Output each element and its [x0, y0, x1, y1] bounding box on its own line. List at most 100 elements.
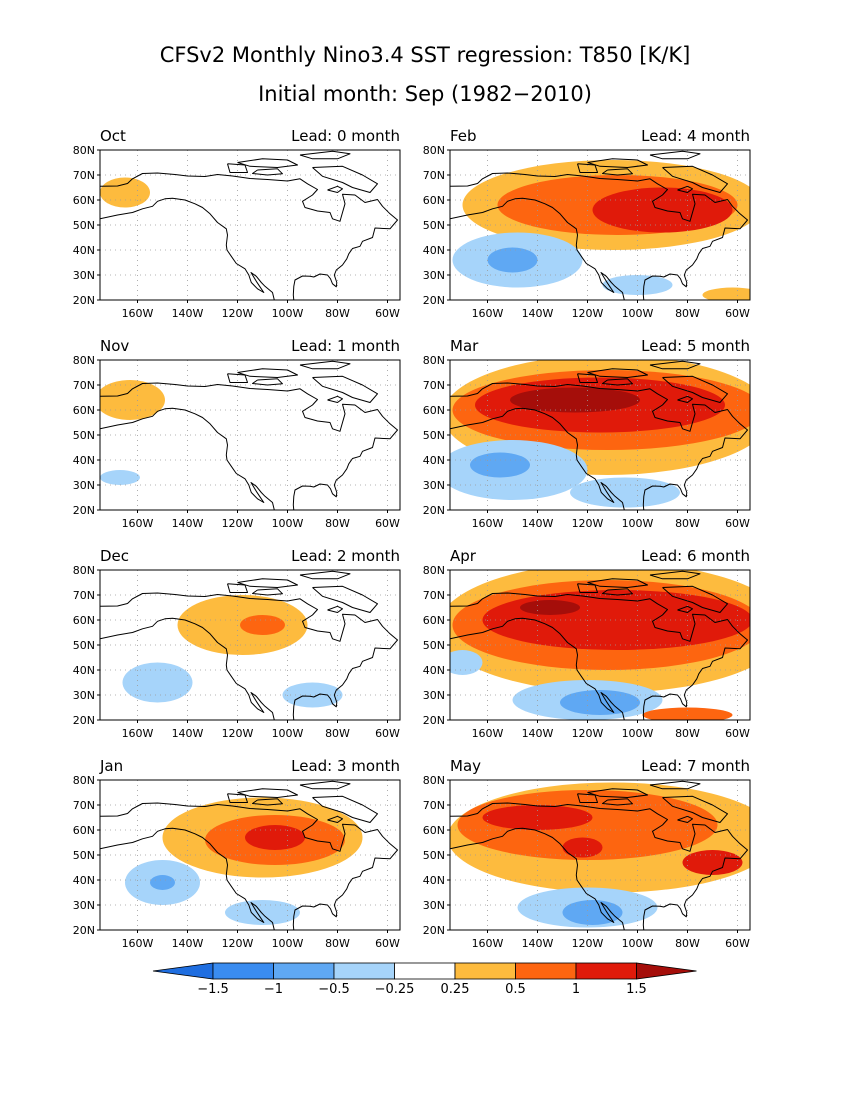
shaded-region — [482, 805, 593, 830]
coastline — [100, 172, 398, 300]
lat-tick-label: 70N — [423, 379, 445, 392]
map-panel-may: May Lead: 7 month 80N 70N 60N 50N 40N 30N 20N 160… — [423, 757, 751, 950]
lat-tick-label: 50N — [73, 849, 95, 862]
coastline — [237, 788, 298, 798]
coastline — [577, 583, 598, 593]
colorbar-swatch — [575, 962, 637, 980]
coastline — [649, 150, 701, 160]
shaded-region — [642, 707, 733, 720]
colorbar-extend-low — [152, 962, 214, 980]
lon-tick-label: 120W — [222, 517, 254, 530]
lat-tick-label: 30N — [423, 269, 445, 282]
coastline — [299, 150, 351, 160]
coastline — [577, 163, 598, 173]
lat-tick-label: 50N — [73, 219, 95, 232]
map-panel-dec: Dec Lead: 2 month 80N 70N 60N 50N 40N 30N 20N 160… — [73, 547, 401, 740]
panel-month-label: Oct — [100, 127, 126, 145]
lon-tick-label: 100W — [622, 727, 654, 740]
lon-tick-label: 80W — [675, 517, 700, 530]
coastline — [252, 588, 283, 596]
panel-month-label: Jan — [99, 757, 123, 775]
lat-tick-label: 20N — [423, 714, 445, 727]
coastline — [100, 827, 275, 930]
coastline — [252, 168, 283, 176]
coastline — [450, 407, 625, 510]
lon-tick-label: 100W — [272, 517, 304, 530]
shaded-region — [240, 615, 285, 635]
coastline — [450, 592, 748, 720]
shaded-region — [245, 825, 305, 850]
coastline — [227, 793, 248, 803]
lat-tick-label: 30N — [423, 479, 445, 492]
lat-tick-label: 30N — [423, 689, 445, 702]
coastline — [662, 165, 728, 193]
lon-tick-label: 80W — [325, 937, 350, 950]
colorbar-label: −0.25 — [375, 982, 415, 997]
lat-tick-label: 20N — [423, 924, 445, 937]
map-panel-nov: Nov Lead: 1 month 80N 70N 60N 50N 40N 30N 20N 160… — [73, 337, 401, 530]
panel-month-label: Dec — [100, 547, 129, 565]
lat-tick-label: 80N — [73, 564, 95, 577]
map-panel-oct: Oct Lead: 0 month 80N 70N 60N 50N 40N 30N 20N 160… — [73, 127, 401, 320]
lon-tick-label: 100W — [272, 937, 304, 950]
lat-tick-label: 60N — [73, 824, 95, 837]
coastline — [602, 378, 633, 386]
colorbar-swatch — [273, 962, 335, 980]
coastline — [100, 407, 275, 510]
coastline — [450, 802, 748, 930]
coastline — [602, 168, 633, 176]
coastline — [227, 373, 248, 383]
lon-tick-label: 80W — [325, 727, 350, 740]
coastline — [450, 382, 748, 510]
shaded-region — [562, 837, 603, 858]
coastline — [100, 592, 398, 720]
lon-tick-label: 160W — [122, 307, 154, 320]
lat-tick-label: 50N — [423, 639, 445, 652]
map-panel-feb: Feb Lead: 4 month 80N 70N 60N 50N 40N 30N 20N 160… — [423, 127, 751, 320]
lat-tick-label: 70N — [73, 799, 95, 812]
coastline — [677, 395, 693, 403]
lat-tick-label: 60N — [423, 194, 445, 207]
map-panels: Oct Lead: 0 month 80N 70N 60N 50N 40N 30N 20N 160… — [73, 127, 751, 950]
panel-lead-label: Lead: 3 month — [291, 757, 400, 775]
coastline — [587, 158, 648, 168]
lon-tick-label: 160W — [122, 517, 154, 530]
colorbar-label: 1 — [572, 982, 580, 997]
coastline — [237, 368, 298, 378]
figure-subtitle: Initial month: Sep (1982−2010) — [258, 82, 592, 106]
lon-tick-label: 100W — [272, 307, 304, 320]
panel-month-label: Feb — [450, 127, 477, 145]
lat-tick-label: 40N — [73, 244, 95, 257]
lat-tick-label: 60N — [73, 194, 95, 207]
coastline — [677, 185, 693, 193]
panel-lead-label: Lead: 0 month — [291, 127, 400, 145]
map-panel-mar: Mar Lead: 5 month 80N 70N 60N 50N 40N 30N 20N 160… — [423, 337, 751, 530]
coastline — [577, 373, 598, 383]
lat-tick-label: 20N — [73, 924, 95, 937]
lon-tick-label: 60W — [725, 937, 750, 950]
shaded-region — [100, 380, 165, 420]
lon-tick-label: 60W — [725, 517, 750, 530]
coastline — [662, 375, 728, 403]
lon-tick-label: 140W — [522, 307, 554, 320]
coastline — [299, 570, 351, 580]
lon-tick-label: 120W — [222, 307, 254, 320]
coastline — [327, 605, 343, 613]
colorbar-extend-high — [636, 962, 697, 980]
lon-tick-label: 140W — [172, 727, 204, 740]
figure-title: CFSv2 Monthly Nino3.4 SST regression: T8… — [160, 43, 691, 67]
lat-tick-label: 30N — [73, 899, 95, 912]
lat-tick-label: 80N — [73, 354, 95, 367]
lat-tick-label: 50N — [423, 429, 445, 442]
lat-tick-label: 70N — [423, 799, 445, 812]
coastline — [227, 163, 248, 173]
lat-tick-label: 70N — [73, 169, 95, 182]
panel-month-label: Mar — [450, 337, 479, 355]
lat-tick-label: 50N — [423, 849, 445, 862]
lat-tick-label: 20N — [73, 714, 95, 727]
lat-tick-label: 50N — [423, 219, 445, 232]
coastline — [450, 172, 748, 300]
coastline — [649, 780, 701, 790]
colorbar-label: 1.5 — [626, 982, 647, 997]
lat-tick-label: 30N — [73, 269, 95, 282]
